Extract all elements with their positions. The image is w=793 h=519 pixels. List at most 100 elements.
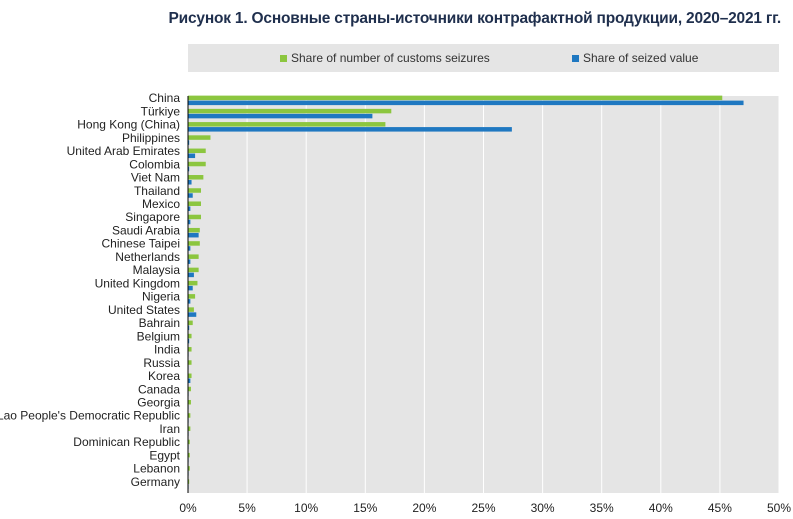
category-label: Lao People's Democratic Republic [0, 409, 180, 423]
category-label: Mexico [142, 197, 180, 211]
chart-title: Рисунок 1. Основные страны-источники кон… [168, 10, 782, 27]
category-label: China [149, 91, 181, 105]
category-label: Singapore [125, 210, 180, 224]
x-tick-label: 45% [708, 501, 732, 515]
bar-seizures [188, 175, 204, 180]
bar-seizures [188, 320, 193, 326]
legend-label-seizures: Share of number of customs seizures [291, 51, 490, 65]
x-tick-label: 25% [471, 501, 495, 515]
category-label: Colombia [129, 157, 180, 171]
bar-seizures [188, 413, 191, 418]
bar-value [188, 206, 191, 211]
bar-seizures [188, 307, 194, 312]
bar-seizures [188, 333, 192, 339]
bar-value [188, 232, 199, 238]
bar-value [188, 285, 193, 291]
category-label: Thailand [134, 184, 180, 198]
category-label: Germany [131, 475, 180, 489]
bar-seizures [188, 294, 196, 299]
bar-seizures [188, 241, 200, 246]
bar-value [188, 246, 191, 251]
category-label: Canada [138, 382, 180, 396]
bar-seizures [188, 373, 192, 379]
category-label: Lebanon [133, 462, 180, 476]
category-label: United Kingdom [95, 276, 180, 290]
x-tick-label: 15% [353, 501, 377, 515]
bar-value [188, 127, 512, 132]
bar-seizures [188, 188, 202, 193]
bar-value [188, 272, 194, 278]
bar-value [188, 180, 192, 185]
category-label: Netherlands [115, 250, 180, 264]
bar-seizures [188, 227, 200, 233]
bar-seizures [188, 161, 206, 167]
bar-seizures [188, 466, 190, 471]
legend: Share of number of customs seizures Shar… [188, 44, 779, 72]
category-label: Türkiye [141, 104, 181, 118]
bar-seizures [188, 360, 192, 365]
bar-seizures [188, 95, 723, 101]
bar-seizures [188, 439, 190, 445]
category-label: United States [108, 303, 180, 317]
category-label: Malaysia [133, 263, 181, 277]
category-label: Nigeria [142, 290, 180, 304]
bar-seizures [188, 426, 191, 431]
bar-value [188, 378, 191, 384]
category-label: Egypt [149, 448, 180, 462]
legend-item-seizures: Share of number of customs seizures [280, 51, 490, 65]
bar-value [188, 259, 191, 264]
category-label: India [154, 343, 180, 357]
legend-item-value: Share of seized value [572, 51, 698, 65]
bar-seizures [188, 214, 202, 220]
bar-value [188, 153, 196, 159]
bar-seizures [188, 108, 392, 114]
category-label: Saudi Arabia [112, 223, 180, 237]
bar-seizures [188, 452, 190, 458]
legend-swatch-seizures [280, 54, 287, 62]
legend-label-value: Share of seized value [583, 51, 699, 65]
category-label: Belgium [137, 329, 180, 343]
bar-seizures [188, 122, 386, 127]
bar-seizures [188, 148, 206, 154]
x-tick-label: 20% [412, 501, 436, 515]
x-tick-label: 10% [294, 501, 318, 515]
bar-value [188, 140, 190, 145]
category-label: Russia [143, 356, 180, 370]
category-label: Iran [159, 422, 180, 436]
bar-value [188, 100, 744, 106]
bar-value [188, 338, 190, 344]
bar-seizures [188, 135, 211, 140]
bar-value [188, 312, 197, 317]
bar-value [188, 299, 191, 304]
category-label: Hong Kong (China) [77, 118, 180, 132]
x-tick-label: 35% [590, 501, 614, 515]
category-label: Bahrain [139, 316, 180, 330]
x-tick-label: 30% [531, 501, 555, 515]
bar-seizures [188, 254, 199, 259]
bar-value [188, 219, 191, 225]
category-label: Philippines [122, 131, 180, 145]
category-label: Dominican Republic [73, 435, 180, 449]
category-label: Korea [148, 369, 180, 383]
x-tick-label: 40% [649, 501, 673, 515]
bar-seizures [188, 479, 190, 484]
bar-value [188, 113, 373, 119]
x-tick-label: 0% [179, 501, 197, 515]
bar-value [188, 193, 193, 198]
category-label: Chinese Taipei [102, 237, 181, 251]
category-label: Georgia [137, 395, 180, 409]
bar-value [188, 325, 190, 331]
category-label: United Arab Emirates [67, 144, 180, 158]
bar-seizures [188, 267, 199, 273]
bar-value [188, 166, 190, 172]
bar-seizures [188, 280, 198, 286]
bar-seizures [188, 399, 191, 405]
bar-seizures [188, 347, 192, 352]
bar-seizures [188, 201, 202, 206]
category-label: Viet Nam [131, 171, 180, 185]
x-tick-label: 5% [238, 501, 256, 515]
legend-swatch-value [572, 54, 579, 62]
x-tick-label: 50% [767, 501, 791, 515]
bar-seizures [188, 386, 191, 392]
